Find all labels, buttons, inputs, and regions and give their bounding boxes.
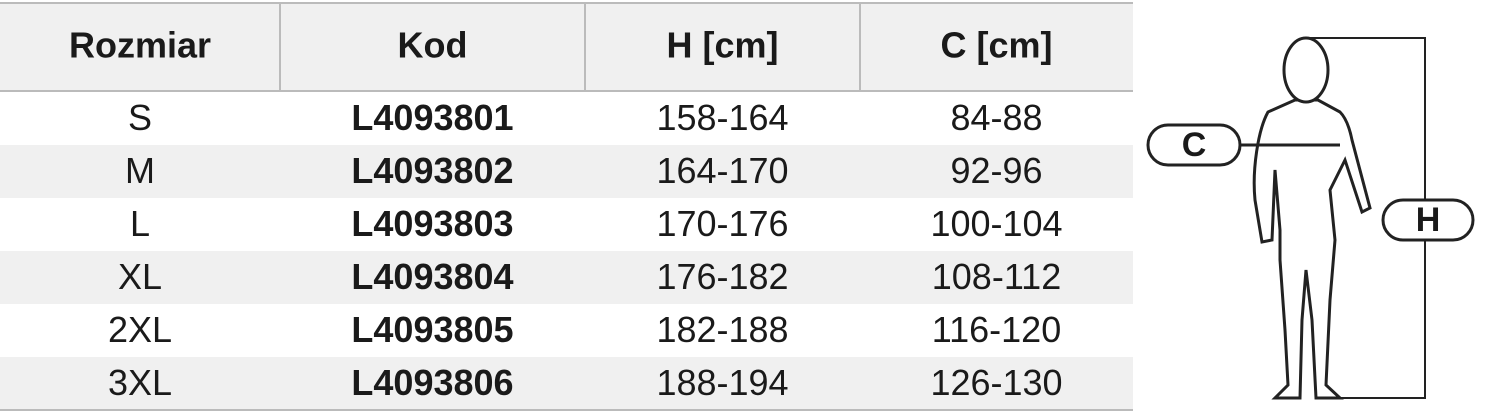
table-cell: 126-130 xyxy=(930,362,1062,403)
table-cell: XL xyxy=(118,256,162,297)
table-cell: 188-194 xyxy=(656,362,788,403)
row-stripe xyxy=(0,251,1133,304)
header-bg xyxy=(0,3,1133,91)
row-stripe xyxy=(0,145,1133,198)
product-code: L4093806 xyxy=(351,362,513,403)
body-diagram: C H xyxy=(1146,36,1475,400)
row-stripe xyxy=(0,357,1133,410)
height-pill xyxy=(1381,198,1475,242)
product-code: L4093802 xyxy=(351,150,513,191)
table-cell: 92-96 xyxy=(950,150,1042,191)
table-cell: 84-88 xyxy=(950,97,1042,138)
product-code: L4093805 xyxy=(351,309,513,350)
header-cell: C [cm] xyxy=(940,25,1052,66)
body-outline xyxy=(1252,98,1372,400)
table-cell: 176-182 xyxy=(656,256,788,297)
table-cell: 116-120 xyxy=(932,309,1061,350)
table-cell: S xyxy=(128,97,152,138)
product-code: L4093803 xyxy=(351,203,513,244)
product-code: L4093804 xyxy=(351,256,513,297)
header-cell: Kod xyxy=(398,25,468,66)
table-cell: 170-176 xyxy=(656,203,788,244)
chest-label: C xyxy=(1182,126,1207,164)
table-cell: 3XL xyxy=(108,362,172,403)
table-cell: 100-104 xyxy=(930,203,1062,244)
table-cell: 158-164 xyxy=(656,97,788,138)
table-cell: 2XL xyxy=(108,309,172,350)
table-cell: 108-112 xyxy=(932,256,1061,297)
header-cell: H [cm] xyxy=(666,25,778,66)
table-body: S L4093801 158-164 84-88 M L4093802 164-170 92-… xyxy=(0,97,1133,410)
head xyxy=(1282,36,1330,104)
product-code: L4093801 xyxy=(351,97,513,138)
table-cell: 182-188 xyxy=(656,309,788,350)
table-cell: L xyxy=(130,203,150,244)
header-cell: Rozmiar xyxy=(69,25,211,66)
table-cell: 164-170 xyxy=(656,150,788,191)
table-cell: M xyxy=(125,150,155,191)
height-label: H xyxy=(1416,201,1441,239)
chest-pill xyxy=(1146,123,1242,167)
